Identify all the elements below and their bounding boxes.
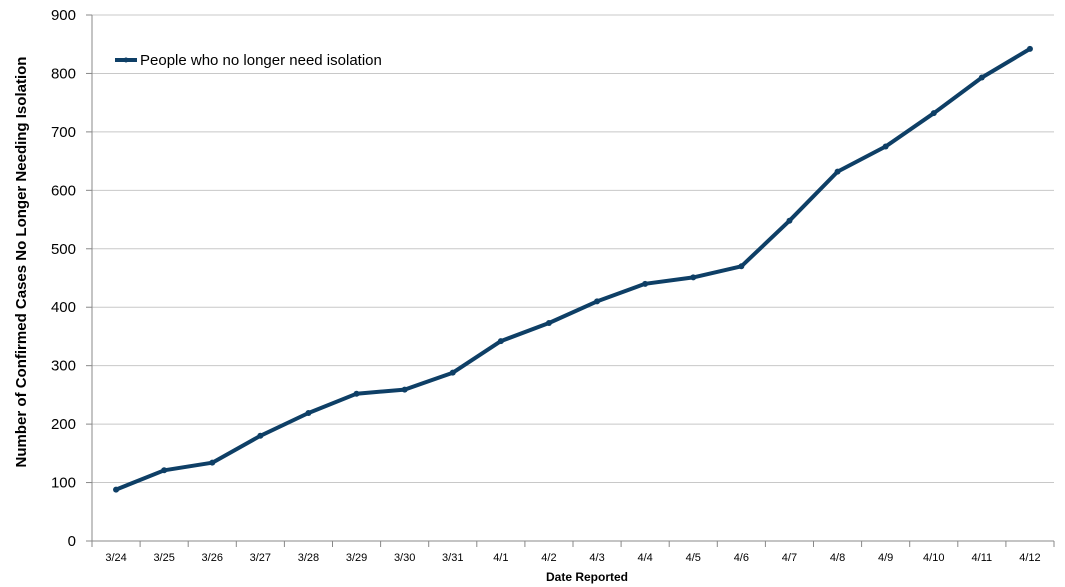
y-tick-label: 200 [51,416,76,433]
x-tick-labels: 3/24 3/25 3/26 3/27 3/28 3/29 3/30 3/31 4/1 4/2 4/… [91,541,1055,564]
x-tick-label: 4/5 [686,552,701,564]
x-tick-label: 4/2 [541,552,556,564]
y-tick-label: 0 [68,533,76,550]
data-point [834,168,841,175]
data-point [978,74,985,81]
x-tick-label: 3/29 [346,552,367,564]
x-tick-label: 4/10 [923,552,944,564]
x-tick-label: 3/25 [153,552,174,564]
data-point [594,298,601,305]
legend: People who no longer need isolation [115,52,382,69]
y-tick-label: 300 [51,358,76,375]
y-tick-label: 600 [51,182,76,199]
data-point [209,459,216,466]
x-tick-label: 4/3 [589,552,604,564]
data-point [257,432,264,439]
data-point [497,338,504,345]
axes [91,15,1054,542]
x-tick-label: 4/7 [782,552,797,564]
data-point [786,217,793,224]
x-tick-label: 3/28 [298,552,319,564]
y-tick-label: 400 [51,299,76,316]
data-point [930,110,937,117]
x-tick-label: 4/9 [878,552,893,564]
y-axis-title: Number of Confirmed Cases No Longer Need… [13,57,30,468]
data-point [353,390,360,397]
data-point [738,263,745,270]
x-axis-title: Date Reported [546,570,628,584]
data-point [882,143,889,150]
y-tick-label: 100 [51,475,76,492]
data-point [401,386,408,393]
series-line-0 [114,46,1032,492]
x-tick-label: 4/11 [972,552,993,564]
data-point [642,280,649,287]
legend-label: People who no longer need isolation [140,52,382,69]
data-point [545,320,552,327]
series-lines [113,45,1033,493]
data-point [305,410,312,417]
data-point [161,467,168,474]
x-tick-label: 4/4 [638,552,653,564]
x-tick-label: 4/1 [493,552,508,564]
y-tick-label: 700 [51,124,76,141]
x-tick-label: 3/24 [105,552,126,564]
x-tick-label: 3/26 [202,552,223,564]
x-tick-label: 3/31 [442,552,463,564]
data-point [113,486,120,493]
y-tick-label: 800 [51,65,76,82]
data-point [1026,45,1033,52]
x-tick-label: 4/12 [1019,552,1040,564]
x-tick-label: 4/6 [734,552,749,564]
y-tick-label: 500 [51,241,76,258]
x-tick-label: 4/8 [830,552,845,564]
x-tick-label: 3/30 [394,552,415,564]
y-tick-label: 900 [51,7,76,24]
data-point [690,274,697,281]
x-tick-label: 3/27 [250,552,271,564]
y-tick-labels: 0 100 200 300 400 500 600 700 800 900 [51,7,92,550]
data-point [449,369,456,376]
gridlines [92,14,1054,484]
legend-swatch-marker [123,57,129,63]
